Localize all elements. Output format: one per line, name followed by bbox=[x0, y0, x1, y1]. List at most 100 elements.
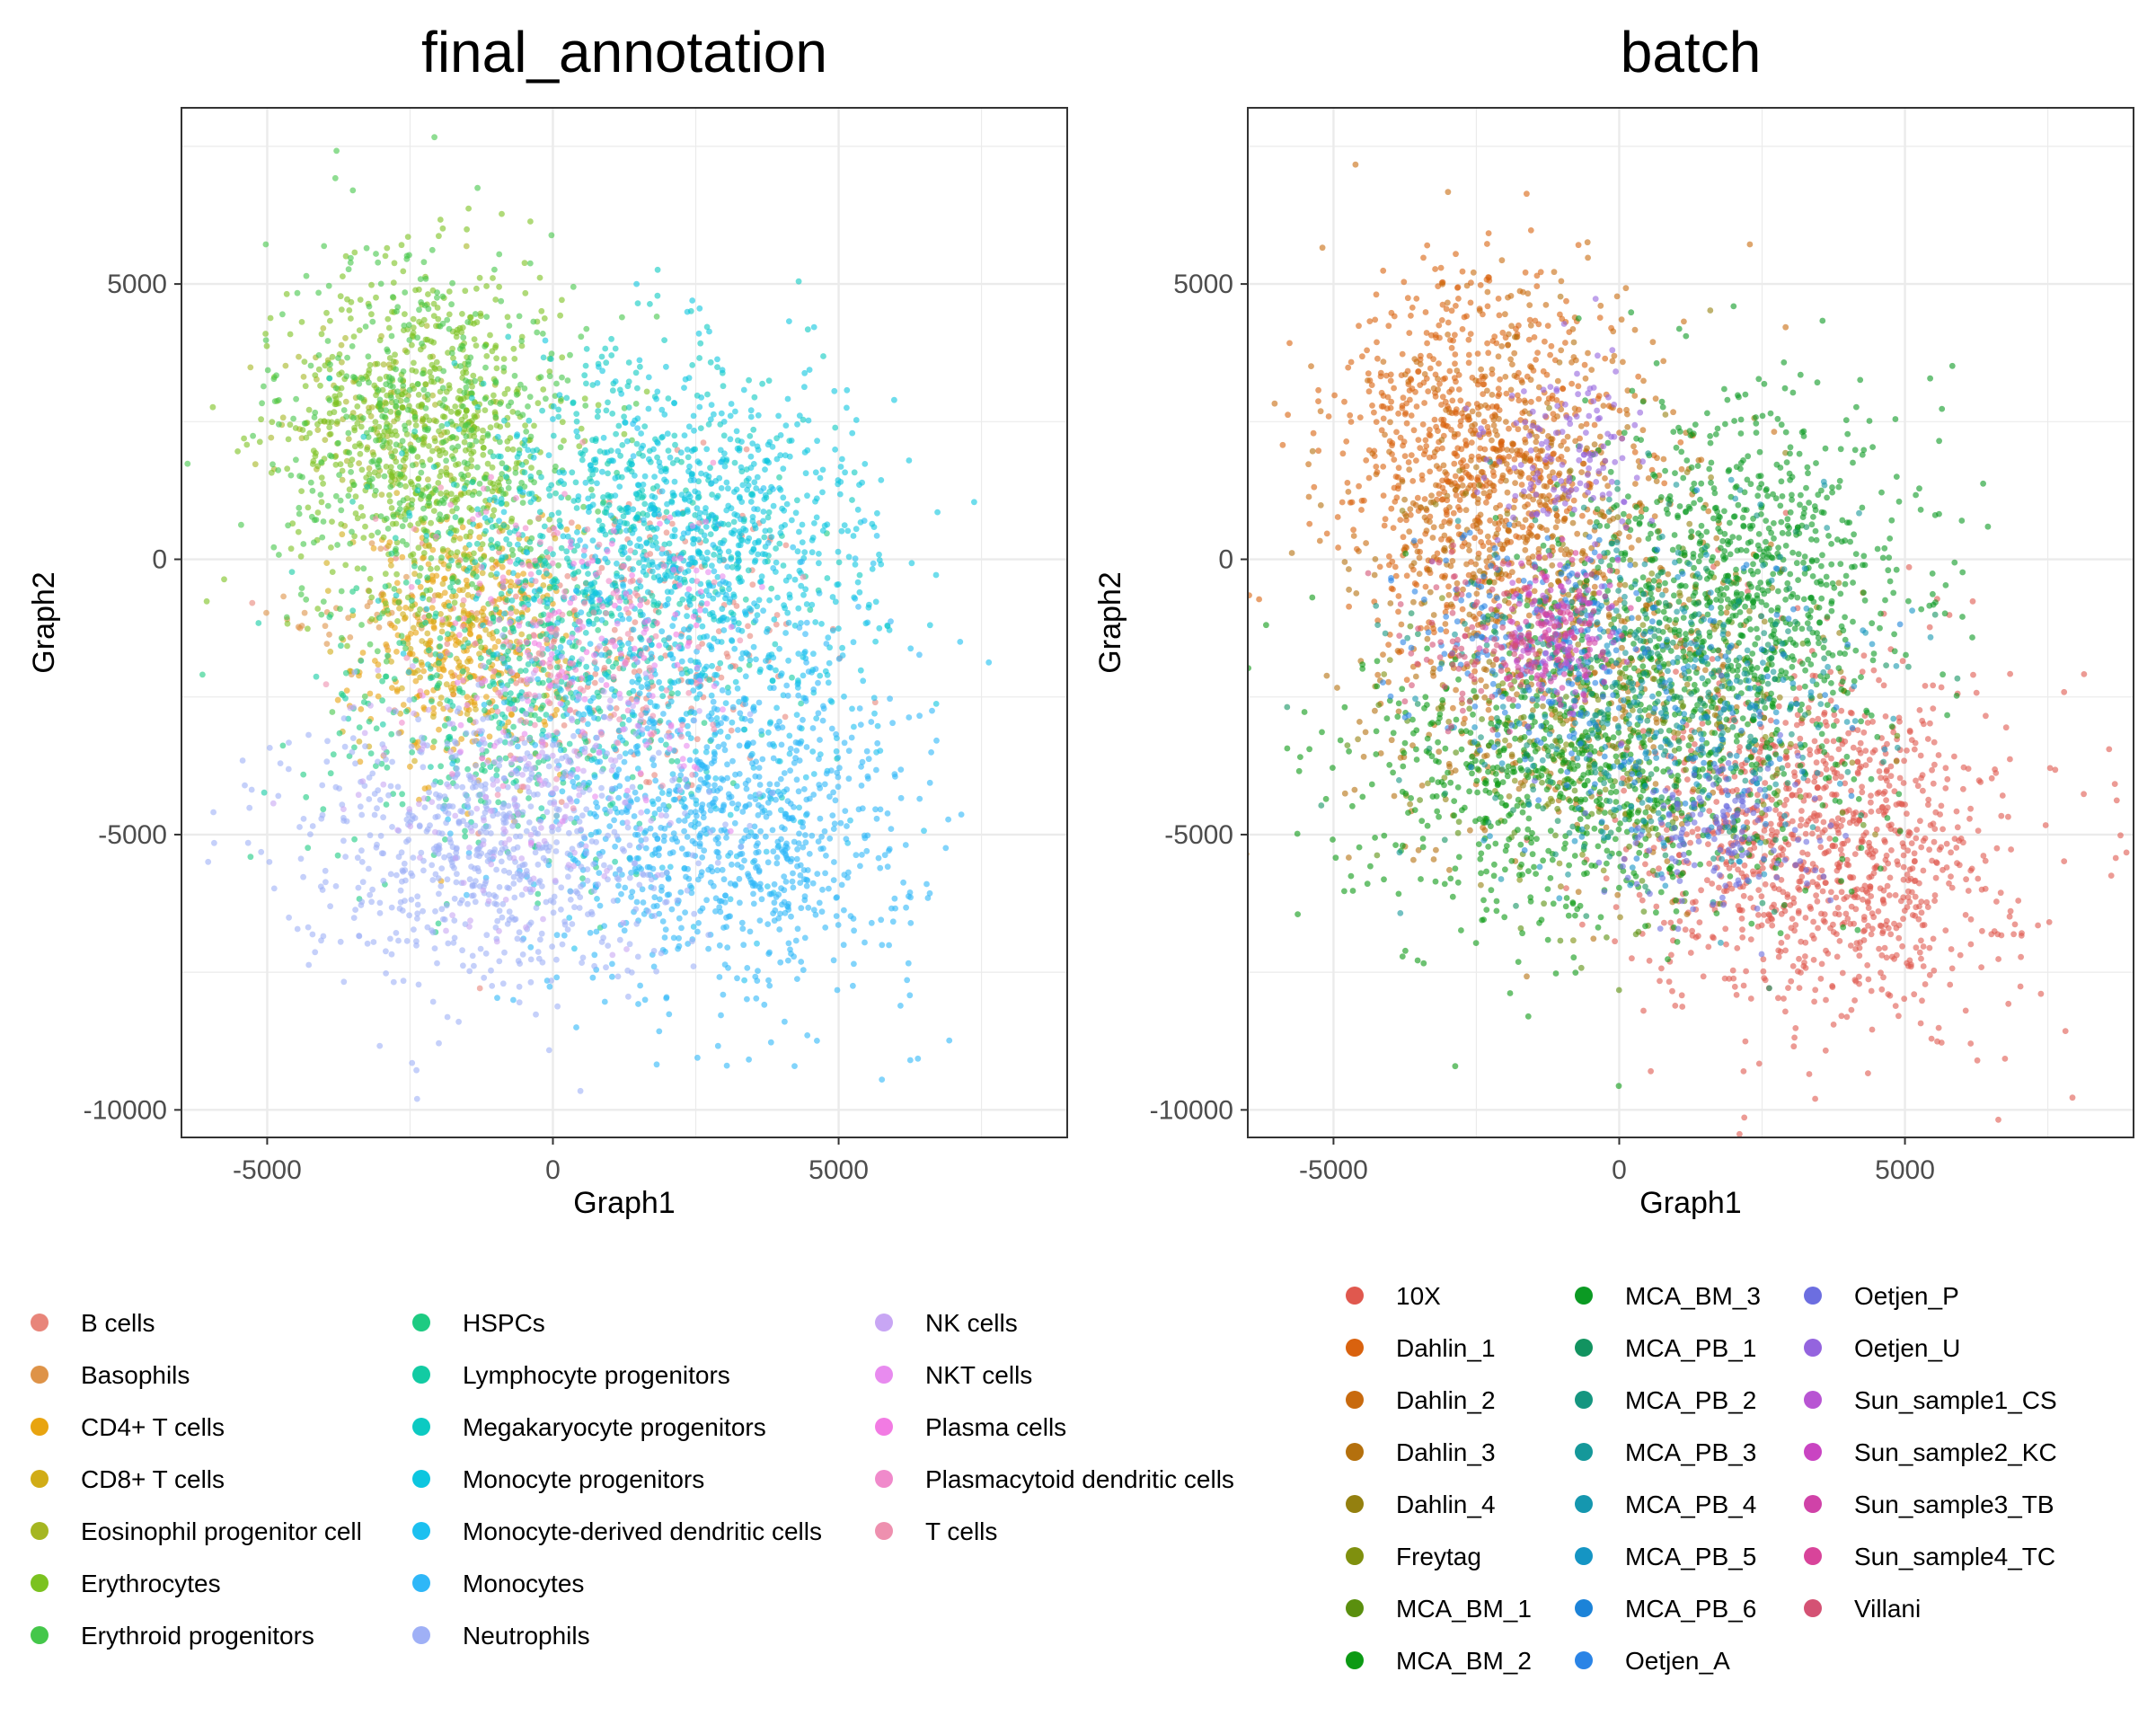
data-point bbox=[729, 757, 736, 765]
data-point bbox=[425, 483, 432, 490]
data-point bbox=[381, 473, 388, 480]
data-point bbox=[679, 596, 686, 603]
data-point bbox=[824, 521, 831, 528]
data-point bbox=[906, 1057, 914, 1064]
data-point bbox=[685, 634, 693, 641]
data-point bbox=[425, 476, 431, 483]
data-point bbox=[364, 446, 370, 453]
data-point bbox=[556, 518, 563, 524]
data-point bbox=[766, 781, 773, 788]
data-point bbox=[564, 377, 571, 384]
data-point bbox=[668, 757, 676, 765]
data-point bbox=[832, 797, 839, 804]
data-point bbox=[586, 621, 592, 627]
data-point bbox=[368, 540, 376, 546]
data-point bbox=[431, 365, 437, 371]
data-point bbox=[425, 291, 431, 297]
data-point bbox=[383, 801, 390, 808]
data-point bbox=[737, 579, 744, 585]
data-point bbox=[403, 397, 411, 403]
data-point bbox=[473, 706, 479, 712]
data-point bbox=[426, 543, 432, 550]
data-point bbox=[778, 741, 785, 748]
data-point bbox=[487, 517, 494, 524]
data-point bbox=[594, 896, 600, 902]
data-point bbox=[427, 456, 434, 464]
data-point bbox=[557, 478, 564, 484]
data-point bbox=[704, 391, 711, 398]
data-point bbox=[614, 572, 620, 579]
data-point bbox=[390, 358, 397, 365]
data-point bbox=[816, 589, 823, 597]
data-point bbox=[514, 672, 521, 679]
data-point bbox=[660, 837, 667, 845]
data-point bbox=[373, 251, 379, 257]
data-point bbox=[519, 489, 526, 496]
data-point bbox=[781, 873, 788, 880]
data-point bbox=[618, 890, 624, 898]
data-point bbox=[510, 570, 517, 577]
data-point bbox=[315, 289, 322, 296]
data-point bbox=[439, 293, 446, 300]
data-point bbox=[373, 437, 379, 444]
data-point bbox=[847, 817, 853, 824]
series-monocyte-progenitors bbox=[400, 280, 977, 826]
data-point bbox=[469, 491, 476, 499]
data-point bbox=[500, 364, 508, 371]
data-point bbox=[402, 311, 408, 317]
data-point bbox=[777, 432, 784, 438]
data-point bbox=[782, 605, 789, 612]
data-point bbox=[345, 429, 352, 437]
data-point bbox=[659, 693, 667, 700]
data-point bbox=[766, 982, 773, 989]
data-point bbox=[635, 1001, 641, 1007]
data-point bbox=[594, 689, 601, 696]
data-point bbox=[734, 445, 741, 452]
data-point bbox=[395, 588, 402, 595]
data-point bbox=[384, 607, 391, 614]
data-point bbox=[401, 474, 408, 482]
data-point bbox=[797, 740, 804, 747]
data-point bbox=[310, 457, 317, 464]
data-point bbox=[716, 942, 723, 949]
data-point bbox=[619, 615, 626, 623]
data-point bbox=[663, 529, 670, 536]
data-point bbox=[482, 474, 490, 482]
data-point bbox=[759, 809, 766, 816]
data-point bbox=[749, 882, 756, 889]
data-point bbox=[776, 473, 782, 481]
data-point bbox=[797, 880, 804, 886]
data-point bbox=[565, 665, 572, 672]
data-point bbox=[526, 795, 532, 801]
data-point bbox=[327, 770, 334, 777]
data-point bbox=[595, 705, 602, 712]
data-point bbox=[792, 509, 800, 517]
data-point bbox=[337, 461, 344, 467]
data-point bbox=[382, 583, 389, 590]
data-point bbox=[580, 503, 587, 510]
data-point bbox=[747, 453, 755, 460]
data-point bbox=[411, 695, 418, 703]
data-point bbox=[740, 726, 747, 733]
data-point bbox=[644, 680, 650, 687]
data-point bbox=[631, 526, 638, 533]
data-point bbox=[387, 464, 394, 471]
data-point bbox=[800, 591, 807, 598]
data-point bbox=[326, 631, 332, 638]
data-point bbox=[603, 407, 610, 414]
data-point bbox=[850, 639, 857, 646]
data-point bbox=[570, 283, 577, 290]
data-point bbox=[720, 383, 727, 390]
data-point bbox=[434, 672, 440, 678]
data-point bbox=[802, 586, 809, 593]
data-point bbox=[420, 550, 428, 556]
data-point bbox=[393, 592, 400, 599]
data-point bbox=[813, 514, 820, 521]
data-point bbox=[461, 438, 468, 446]
data-point bbox=[767, 1039, 774, 1046]
data-point bbox=[296, 473, 303, 480]
data-point bbox=[676, 600, 683, 607]
data-point bbox=[462, 833, 469, 840]
data-point bbox=[459, 587, 466, 594]
data-point bbox=[506, 323, 513, 329]
